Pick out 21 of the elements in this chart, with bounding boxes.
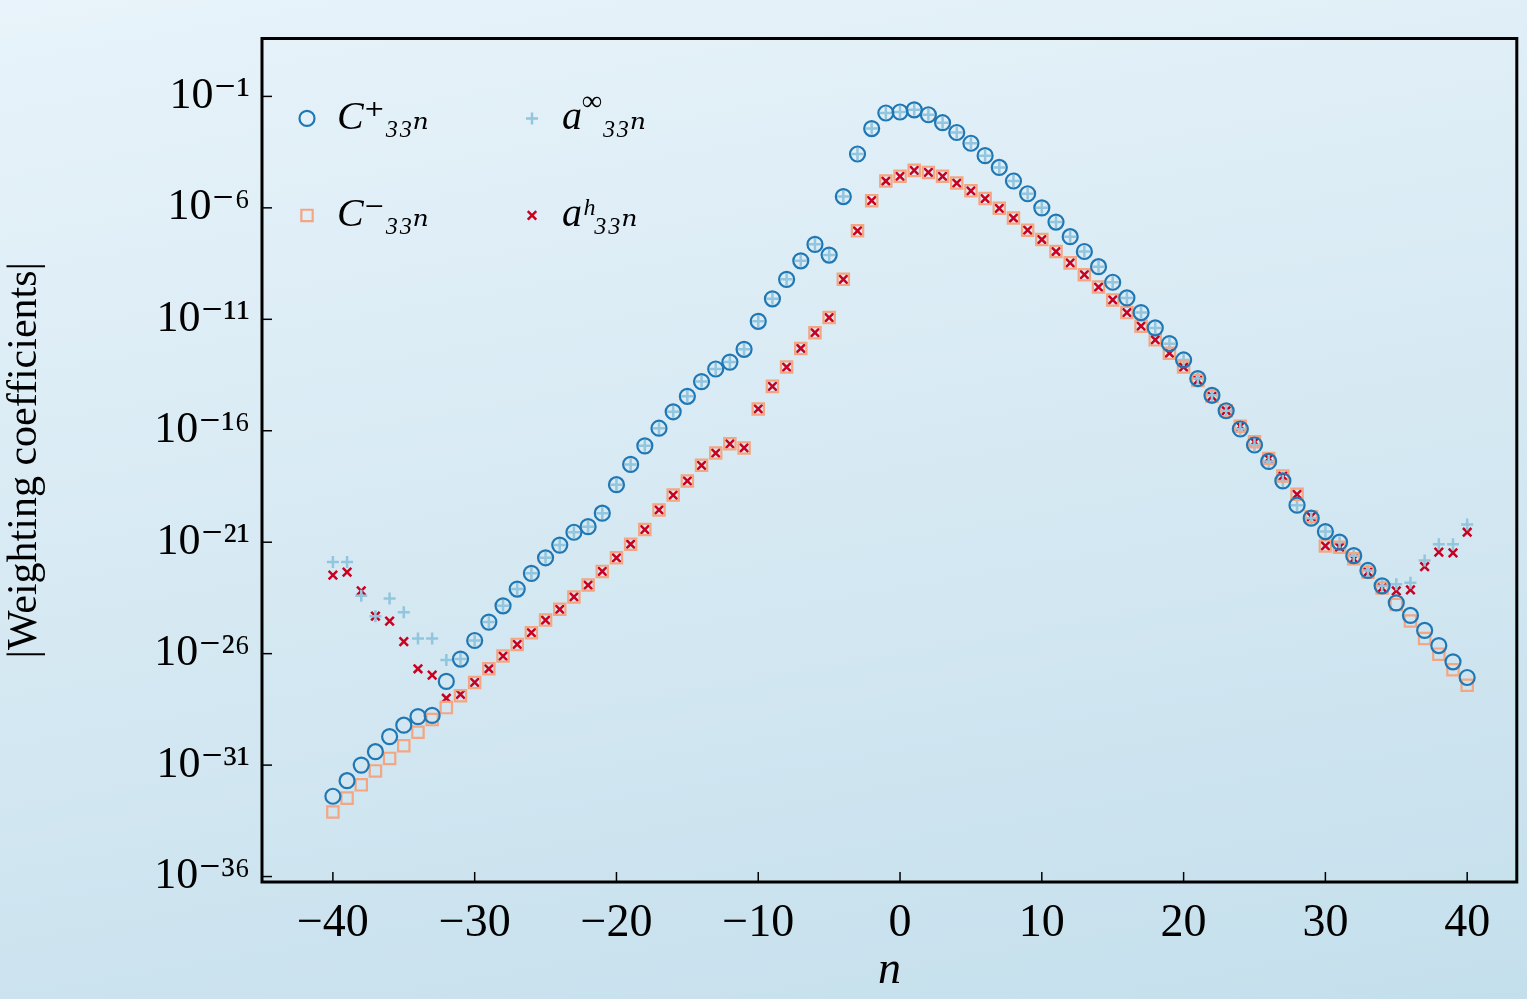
legend-label: a∞₃₃ₙ <box>562 84 646 138</box>
y-tick-label: 10⁻³¹ <box>156 737 250 787</box>
y-tick-label: 10⁻³⁶ <box>154 849 250 899</box>
y-axis-title: |Weighting coefficients| <box>0 262 46 659</box>
legend-label: C⁺₃₃ₙ <box>337 92 429 138</box>
x-tick-label: 30 <box>1302 894 1349 946</box>
x-tick-label: −10 <box>722 894 795 946</box>
y-tick-label: 10⁻¹ <box>169 68 250 118</box>
x-tick-label: −30 <box>438 894 511 946</box>
x-tick-label: 10 <box>1018 894 1065 946</box>
x-tick-label: −40 <box>296 894 369 946</box>
y-tick-label: 10⁻¹¹ <box>156 291 250 341</box>
legend-label: aʰ₃₃ₙ <box>562 189 638 235</box>
y-tick-label: 10⁻²¹ <box>156 514 250 564</box>
x-tick-label: 20 <box>1160 894 1207 946</box>
x-tick-label: 40 <box>1444 894 1491 946</box>
y-tick-label: 10⁻²⁶ <box>154 626 250 676</box>
y-tick-label: 10⁻¹⁶ <box>154 403 250 453</box>
legend-label: C⁻₃₃ₙ <box>337 189 429 235</box>
x-tick-label: −20 <box>580 894 653 946</box>
y-tick-label: 10⁻⁶ <box>167 180 250 230</box>
